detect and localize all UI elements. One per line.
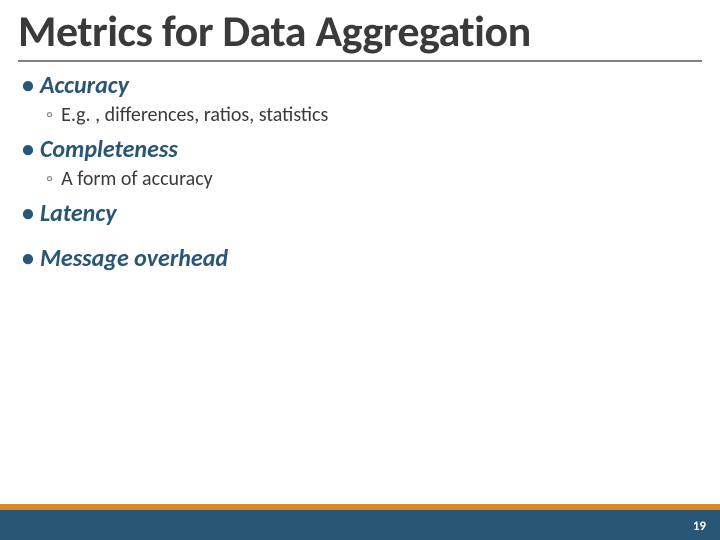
slide-title: Metrics for Data Aggregation xyxy=(0,0,720,54)
page-number: 19 xyxy=(693,519,706,534)
bullet-dot-icon: • xyxy=(22,72,34,101)
bullet-dot-icon: • xyxy=(22,136,34,165)
bullet-l1: • Completeness xyxy=(22,136,698,165)
bullet-l1-label: Accuracy xyxy=(40,72,129,101)
bullet-l2: ◦ A form of accuracy xyxy=(46,167,698,192)
bullet-l2-label: A form of accuracy xyxy=(61,167,213,192)
bullet-ring-icon: ◦ xyxy=(46,167,53,192)
bullet-l1-label: Message overhead xyxy=(40,245,228,274)
bullet-l1: • Message overhead xyxy=(22,245,698,274)
bullet-l2: ◦ E.g. , differences, ratios, statistics xyxy=(46,103,698,128)
title-underline xyxy=(18,60,702,62)
bullet-ring-icon: ◦ xyxy=(46,103,53,128)
bullet-dot-icon: • xyxy=(22,245,34,274)
bullet-l1: • Latency xyxy=(22,200,698,229)
footer: 19 xyxy=(0,504,720,540)
bullet-l1-label: Completeness xyxy=(40,136,178,165)
footer-stripe-main: 19 xyxy=(0,510,720,540)
bullet-l2-label: E.g. , differences, ratios, statistics xyxy=(61,103,328,128)
content-area: • Accuracy ◦ E.g. , differences, ratios,… xyxy=(0,72,720,273)
bullet-l1: • Accuracy xyxy=(22,72,698,101)
slide: Metrics for Data Aggregation • Accuracy … xyxy=(0,0,720,540)
bullet-l1-label: Latency xyxy=(40,200,117,229)
bullet-dot-icon: • xyxy=(22,200,34,229)
